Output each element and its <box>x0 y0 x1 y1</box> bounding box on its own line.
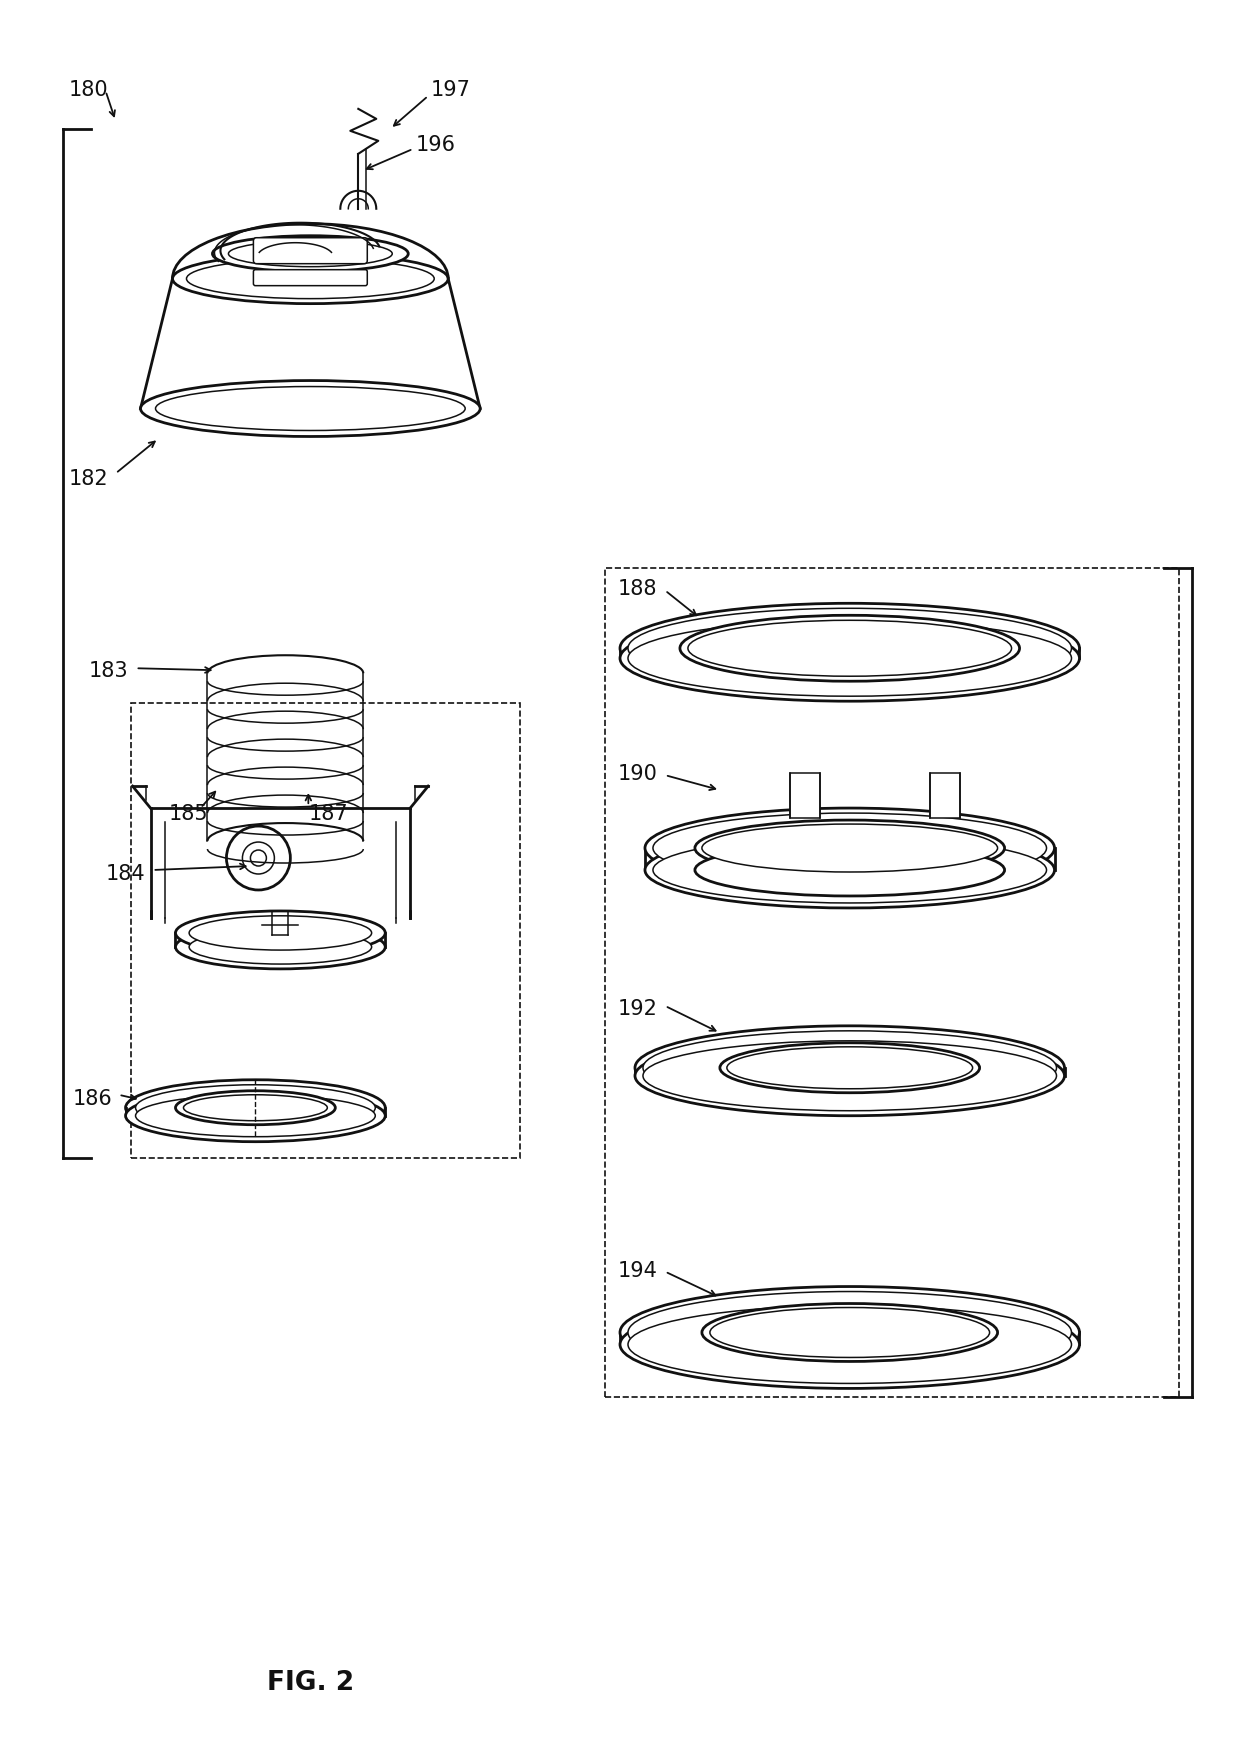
Ellipse shape <box>644 1042 1056 1112</box>
Ellipse shape <box>645 832 1054 909</box>
Ellipse shape <box>627 1306 1071 1384</box>
Ellipse shape <box>135 1096 376 1136</box>
Text: 196: 196 <box>415 135 455 156</box>
Text: 194: 194 <box>618 1260 658 1280</box>
Ellipse shape <box>727 1047 972 1089</box>
Ellipse shape <box>140 381 480 437</box>
Ellipse shape <box>653 813 1047 883</box>
Ellipse shape <box>627 621 1071 697</box>
Ellipse shape <box>702 825 997 872</box>
Ellipse shape <box>190 930 372 965</box>
Ellipse shape <box>176 925 386 970</box>
Text: 188: 188 <box>618 579 657 600</box>
Circle shape <box>227 827 290 890</box>
Ellipse shape <box>135 1086 376 1131</box>
Ellipse shape <box>627 1292 1071 1374</box>
Ellipse shape <box>620 615 1080 701</box>
Text: 187: 187 <box>309 804 348 823</box>
Ellipse shape <box>190 916 372 951</box>
Polygon shape <box>790 774 820 818</box>
Ellipse shape <box>620 1287 1080 1379</box>
Text: 184: 184 <box>105 864 145 883</box>
FancyBboxPatch shape <box>253 271 367 287</box>
Ellipse shape <box>125 1080 386 1136</box>
Text: 185: 185 <box>169 804 208 823</box>
FancyBboxPatch shape <box>253 238 367 264</box>
Ellipse shape <box>228 241 392 267</box>
Ellipse shape <box>172 255 448 304</box>
Text: 192: 192 <box>618 998 658 1019</box>
Ellipse shape <box>186 259 434 299</box>
Ellipse shape <box>635 1037 1064 1115</box>
Ellipse shape <box>184 1096 327 1120</box>
Ellipse shape <box>627 608 1071 689</box>
Ellipse shape <box>644 1031 1056 1105</box>
Text: 183: 183 <box>88 661 128 680</box>
Ellipse shape <box>125 1091 386 1141</box>
Ellipse shape <box>212 236 408 273</box>
Ellipse shape <box>694 844 1004 897</box>
Ellipse shape <box>620 1301 1080 1388</box>
Ellipse shape <box>688 621 1012 676</box>
Ellipse shape <box>702 1304 997 1362</box>
Text: FIG. 2: FIG. 2 <box>267 1669 353 1696</box>
Ellipse shape <box>620 605 1080 694</box>
Ellipse shape <box>709 1308 990 1358</box>
Ellipse shape <box>155 388 465 432</box>
Text: 182: 182 <box>68 468 108 489</box>
Ellipse shape <box>635 1026 1064 1110</box>
Text: 197: 197 <box>430 80 470 100</box>
Ellipse shape <box>176 1091 335 1126</box>
Ellipse shape <box>645 809 1054 888</box>
Ellipse shape <box>653 837 1047 904</box>
Bar <box>130 704 520 1157</box>
Ellipse shape <box>176 911 386 956</box>
Ellipse shape <box>720 1044 980 1092</box>
Bar <box>605 570 1179 1398</box>
Circle shape <box>250 851 267 867</box>
Text: 186: 186 <box>73 1087 113 1108</box>
Ellipse shape <box>694 820 1004 876</box>
Circle shape <box>243 843 274 874</box>
Ellipse shape <box>680 615 1019 682</box>
Polygon shape <box>930 774 960 818</box>
Text: 190: 190 <box>618 764 658 783</box>
Text: 180: 180 <box>68 80 108 100</box>
